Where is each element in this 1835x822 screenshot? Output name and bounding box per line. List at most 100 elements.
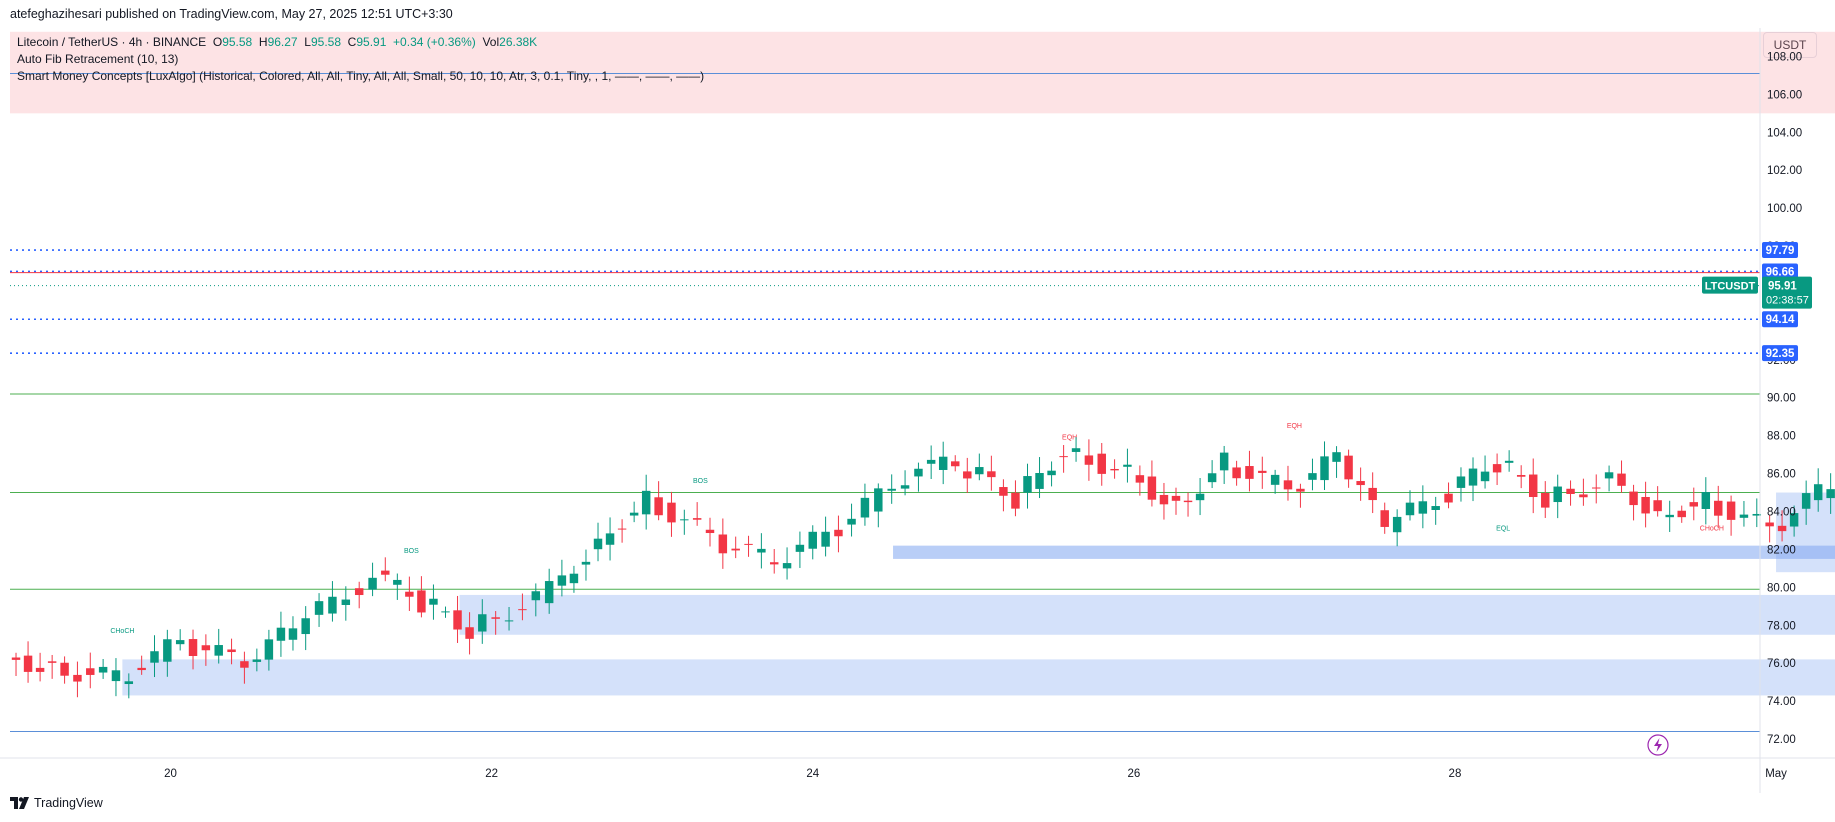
candle-body xyxy=(1035,473,1044,489)
candle-body xyxy=(1171,495,1181,501)
candle-body xyxy=(1714,500,1723,516)
candle-body xyxy=(593,538,603,550)
candle-body xyxy=(301,618,310,635)
candle-body xyxy=(1332,452,1341,462)
smc-label: BOS xyxy=(404,548,419,555)
candle-body xyxy=(1059,456,1068,458)
candle-body xyxy=(1207,473,1217,483)
candle-body xyxy=(1392,516,1402,533)
candle-body xyxy=(441,611,450,613)
smc-label: CHoCH xyxy=(110,628,134,635)
candle-body xyxy=(1047,470,1056,476)
publisher-line: atefeghazihesari published on TradingVie… xyxy=(10,7,453,21)
price-tag-label: 96.66 xyxy=(1766,266,1795,278)
legend-indicator-fib[interactable]: Auto Fib Retracement (10, 13) xyxy=(17,52,179,66)
candle-body xyxy=(1071,448,1081,452)
legend-symbol[interactable]: Litecoin / TetherUS · 4h · BINANCE xyxy=(17,35,207,49)
footer-brand-text: TradingView xyxy=(34,796,103,810)
price-tick-label: 102.00 xyxy=(1767,165,1802,177)
candle-body xyxy=(581,561,591,565)
candle-body xyxy=(60,662,69,676)
candle-body xyxy=(1789,513,1799,527)
candle-body xyxy=(821,531,830,547)
candle-body xyxy=(393,579,402,585)
candle-body xyxy=(417,590,426,613)
candle-body xyxy=(86,668,95,675)
candle-body xyxy=(769,562,779,565)
legend-low-label: L xyxy=(304,35,311,49)
candle-body xyxy=(718,534,728,554)
candle-body xyxy=(491,617,500,619)
candle-body xyxy=(1380,510,1389,527)
candle-body xyxy=(518,609,527,611)
candle-body xyxy=(1629,491,1638,506)
candle-body xyxy=(1308,473,1317,480)
candle-body xyxy=(692,518,702,520)
candle-body xyxy=(1765,522,1774,527)
symbol-tag-bg xyxy=(1702,276,1758,294)
candle-body xyxy=(35,667,45,672)
candle-body xyxy=(1739,514,1749,518)
candle-body xyxy=(1232,467,1241,479)
last-price-tag-bg xyxy=(1762,276,1812,309)
candle-body xyxy=(429,598,438,605)
candle-body xyxy=(1183,500,1193,503)
candle-body xyxy=(605,533,615,545)
candle-body xyxy=(1801,493,1811,509)
candle-body xyxy=(1777,525,1787,532)
time-tick-label: 22 xyxy=(485,768,498,780)
zone-premium xyxy=(10,31,1835,114)
price-tick-label: 78.00 xyxy=(1767,620,1796,632)
candle-body xyxy=(975,467,984,475)
candle-body xyxy=(288,628,298,640)
candle-body xyxy=(1528,474,1538,498)
tradingview-logo-icon xyxy=(10,797,29,809)
price-tick-label: 84.00 xyxy=(1767,507,1796,519)
candle-body xyxy=(1418,501,1428,514)
candle-body xyxy=(744,543,753,545)
candle-body xyxy=(188,639,198,656)
candle-body xyxy=(1665,514,1674,518)
legend-high-value: 96.27 xyxy=(267,35,298,49)
price-tag-bg xyxy=(1762,311,1798,328)
smc-label: EQH xyxy=(1287,423,1302,430)
price-chart[interactable]: PremiumEquilibriumCHoCHBOSBOSEQHEQHEQLCH… xyxy=(0,28,1835,793)
candle-body xyxy=(1270,474,1280,485)
candle-body xyxy=(368,577,377,590)
candle-body xyxy=(341,599,351,605)
candle-body xyxy=(240,661,249,668)
candle-body xyxy=(314,601,324,615)
candle-body xyxy=(1456,476,1466,488)
legend-close-label: C xyxy=(347,35,357,49)
candle-body xyxy=(1480,471,1490,482)
candle-body xyxy=(1023,476,1032,493)
currency-button[interactable]: USDT xyxy=(1763,32,1817,58)
legend-close-value: 95.91 xyxy=(356,35,387,49)
candle-body xyxy=(1431,506,1440,510)
chart-legend: Litecoin / TetherUS · 4h · BINANCE O95.5… xyxy=(17,34,704,85)
candle-body xyxy=(1541,493,1550,508)
legend-indicator-smc[interactable]: Smart Money Concepts [LuxAlgo] (Historic… xyxy=(17,69,705,83)
time-tick-label: 28 xyxy=(1449,768,1462,780)
candle-body xyxy=(1320,456,1329,481)
smc-label: CHoCH xyxy=(1700,525,1724,532)
candle-body xyxy=(1296,488,1305,492)
price-tick-label: 74.00 xyxy=(1767,696,1796,708)
candle-body xyxy=(860,497,870,518)
price-tag-bg xyxy=(1762,345,1798,362)
candle-body xyxy=(999,487,1008,496)
candle-body xyxy=(1283,480,1293,490)
alert-lightning-icon[interactable] xyxy=(1647,734,1669,756)
time-tick-label: 24 xyxy=(806,768,819,780)
candle-body xyxy=(938,456,948,470)
candle-body xyxy=(874,488,883,512)
candle-body xyxy=(1689,502,1699,507)
legend-high-label: H xyxy=(258,35,268,49)
candle-body xyxy=(629,512,639,516)
candle-body xyxy=(111,670,121,682)
candle-body xyxy=(914,468,923,477)
tradingview-brand: TradingView xyxy=(10,796,103,810)
candle-body xyxy=(1752,513,1762,516)
candle-body xyxy=(1492,464,1502,473)
candle-body xyxy=(1135,475,1145,483)
